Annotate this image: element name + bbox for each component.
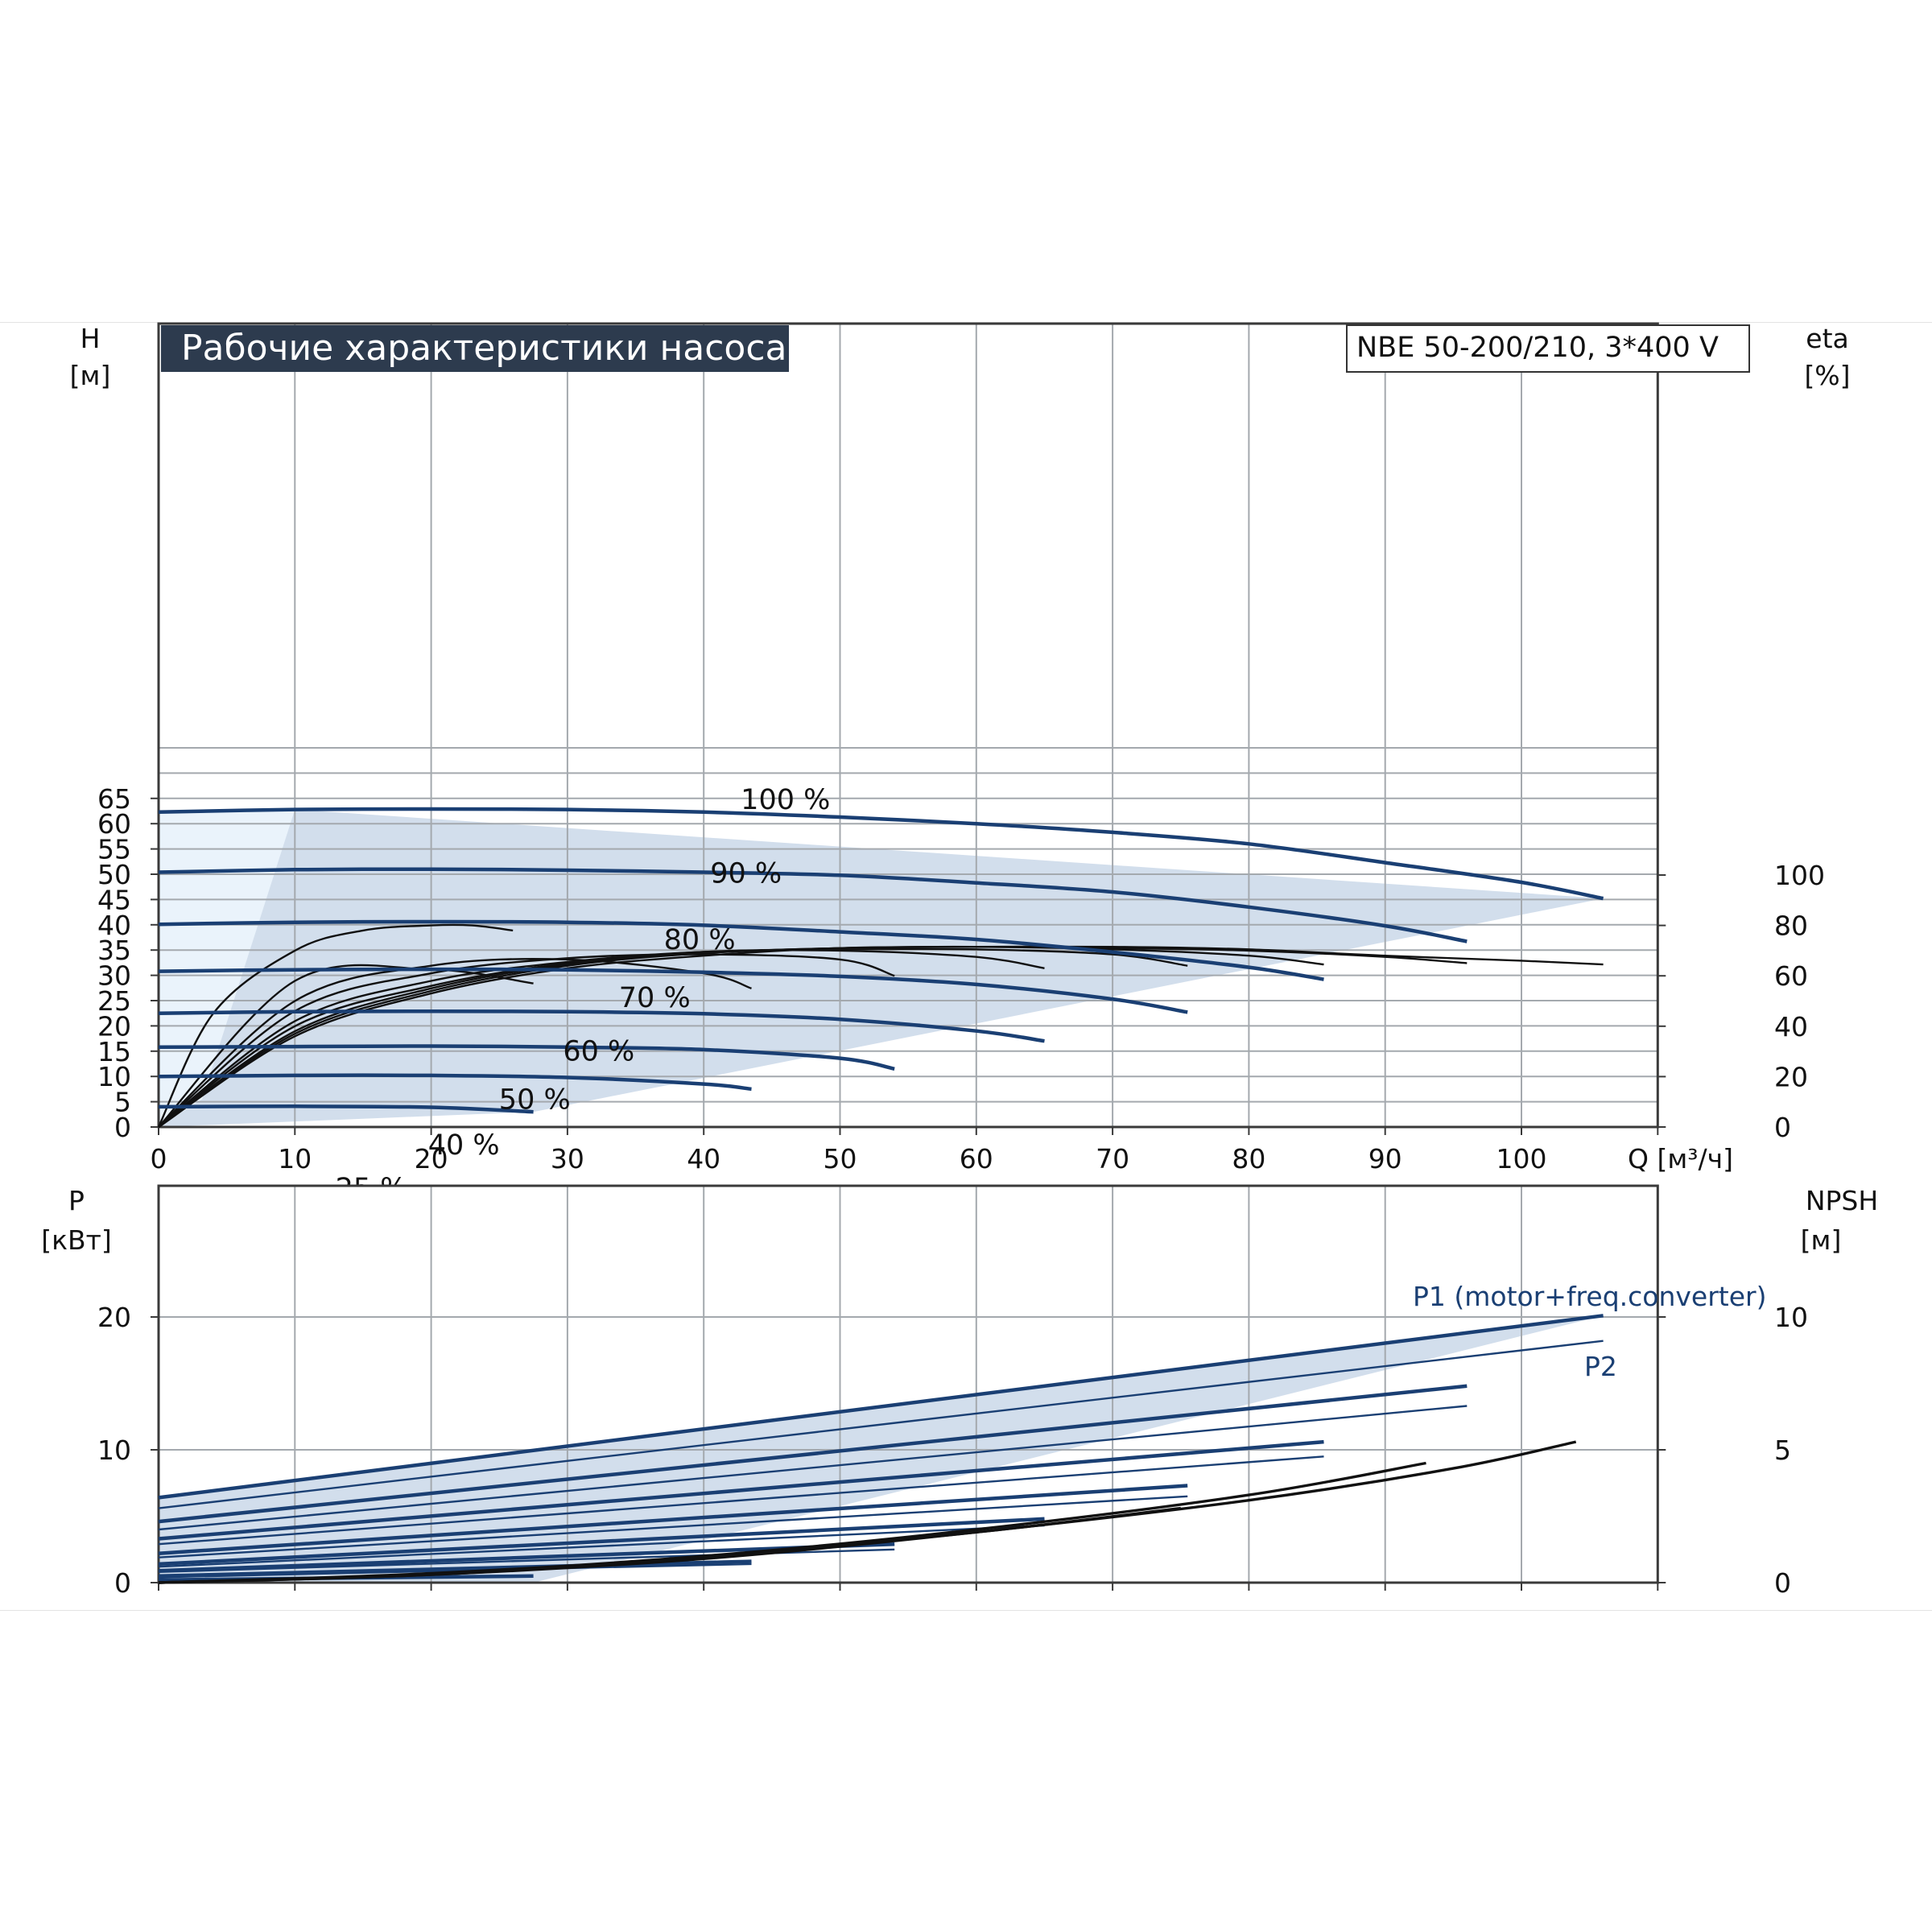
head-curve xyxy=(158,919,1324,981)
head-plot-frame xyxy=(157,322,1659,1129)
head-plot-area: 0 10 20 30 40 50 60 70 80 90 100051015202530354045… xyxy=(97,322,1825,1205)
x-tick-label: 50 xyxy=(824,1143,857,1174)
x-tick-label: 90 xyxy=(1368,1143,1402,1174)
efficiency-curve xyxy=(157,923,514,1128)
x-tick-label: 70 xyxy=(1096,1143,1129,1174)
p1-curve xyxy=(158,1439,1324,1541)
x-tick-label: 60 xyxy=(960,1143,993,1174)
npsh-right-tick-label: 10 xyxy=(1774,1302,1808,1333)
x-tick-label: 100 xyxy=(1496,1143,1547,1174)
chart-title: Рабочие характеристики насоса xyxy=(181,328,786,369)
head-curve xyxy=(158,1073,752,1092)
head-curve xyxy=(158,1009,1045,1043)
y-left-tick-label: 50 xyxy=(97,859,131,890)
p2-series-label: P2 xyxy=(1584,1351,1617,1382)
p2-curve xyxy=(158,1405,1468,1531)
p1-curve xyxy=(158,1484,1188,1555)
npsh-right-tick-label: 0 xyxy=(1774,1567,1791,1599)
x-tick-label: 40 xyxy=(687,1143,720,1174)
speed-curve-label: 80 % xyxy=(664,924,736,956)
p1-curve xyxy=(158,1314,1604,1500)
p1-curve xyxy=(158,1384,1468,1524)
y-left-tick-label: 15 xyxy=(97,1036,131,1067)
power-plot-frame xyxy=(157,1184,1659,1584)
y-right-label-line2: [%] xyxy=(1804,360,1850,391)
y-right-tick-label: 80 xyxy=(1774,910,1808,942)
npsh-axis-label-line1: NPSH xyxy=(1806,1185,1878,1216)
efficiency-curve xyxy=(158,964,534,1128)
x-tick-label: 20 xyxy=(415,1143,448,1174)
x-tick-label: 10 xyxy=(278,1143,312,1174)
y-left-tick-label: 55 xyxy=(97,834,131,865)
head-curve xyxy=(158,1044,895,1071)
title-box xyxy=(161,325,789,372)
p1-series-label: P1 (motor+freq.converter) xyxy=(1413,1281,1766,1312)
y-right-tick-label: 60 xyxy=(1774,960,1808,992)
p1-curve xyxy=(158,1542,895,1573)
model-label: NBE 50-200/210, 3*400 V xyxy=(1356,332,1719,364)
p2-curve xyxy=(158,1524,1045,1568)
p2-curve xyxy=(158,1495,1188,1558)
y-left-tick-label: 0 xyxy=(114,1112,131,1143)
y-left-tick-label: 30 xyxy=(97,960,131,992)
y-left-label-line1: H xyxy=(80,323,101,354)
y-left-tick-label: 60 xyxy=(97,808,131,840)
y-left-label-line2: [м] xyxy=(70,360,111,391)
p1-curve xyxy=(158,1517,1045,1567)
npsh-axis-label-line2: [м] xyxy=(1801,1224,1842,1256)
head-curve xyxy=(158,1104,534,1114)
x-tick-label: 80 xyxy=(1232,1143,1265,1174)
head-curve xyxy=(158,807,1604,901)
y-left-tick-label: 5 xyxy=(114,1087,131,1118)
p2-curve xyxy=(158,1455,1324,1546)
speed-curve-label: 70 % xyxy=(619,982,691,1014)
x-axis-label: Q [м³/ч] xyxy=(1628,1143,1733,1174)
head-curve xyxy=(158,867,1468,943)
y-right-tick-label: 40 xyxy=(1774,1011,1808,1042)
p-axis-label-line1: P xyxy=(68,1185,85,1216)
frame-bottom-line xyxy=(0,1610,1932,1611)
speed-curve-label: 60 % xyxy=(563,1036,634,1068)
y-left-tick-label: 40 xyxy=(97,910,131,941)
speed-curve-label: 100 % xyxy=(741,784,830,816)
model-box xyxy=(1346,324,1750,373)
y-left-tick-label: 20 xyxy=(97,1010,131,1042)
y-left-tick-label: 65 xyxy=(97,783,131,815)
head-curve xyxy=(158,967,1188,1014)
p2-curve xyxy=(158,1340,1604,1509)
p-left-tick-label: 20 xyxy=(97,1302,131,1333)
y-left-tick-label: 10 xyxy=(97,1061,131,1092)
p-axis-label-line2: [кВт] xyxy=(41,1224,112,1256)
p-left-tick-label: 0 xyxy=(114,1567,131,1599)
power-plot-area: 0 10 20 0 5 10 xyxy=(97,1184,1808,1599)
speed-curve-label: 90 % xyxy=(710,858,782,890)
y-right-tick-label: 20 xyxy=(1774,1061,1808,1092)
y-right-label-line1: eta xyxy=(1806,323,1848,354)
y-right-tick-label: 100 xyxy=(1774,860,1825,891)
y-left-tick-label: 25 xyxy=(97,985,131,1017)
y-left-tick-label: 35 xyxy=(97,935,131,966)
efficiency-curve xyxy=(158,949,1045,1128)
npsh-right-tick-label: 5 xyxy=(1774,1435,1791,1466)
p-left-tick-label: 10 xyxy=(97,1435,131,1466)
speed-curve-label: 40 % xyxy=(428,1129,500,1162)
speed-curve-label: 50 % xyxy=(499,1084,571,1116)
y-right-tick-label: 0 xyxy=(1774,1112,1791,1143)
npsh-curve xyxy=(158,1506,1181,1584)
x-tick-label: 0 xyxy=(151,1143,167,1174)
y-left-tick-label: 45 xyxy=(97,884,131,915)
x-tick-label: 30 xyxy=(551,1143,584,1174)
